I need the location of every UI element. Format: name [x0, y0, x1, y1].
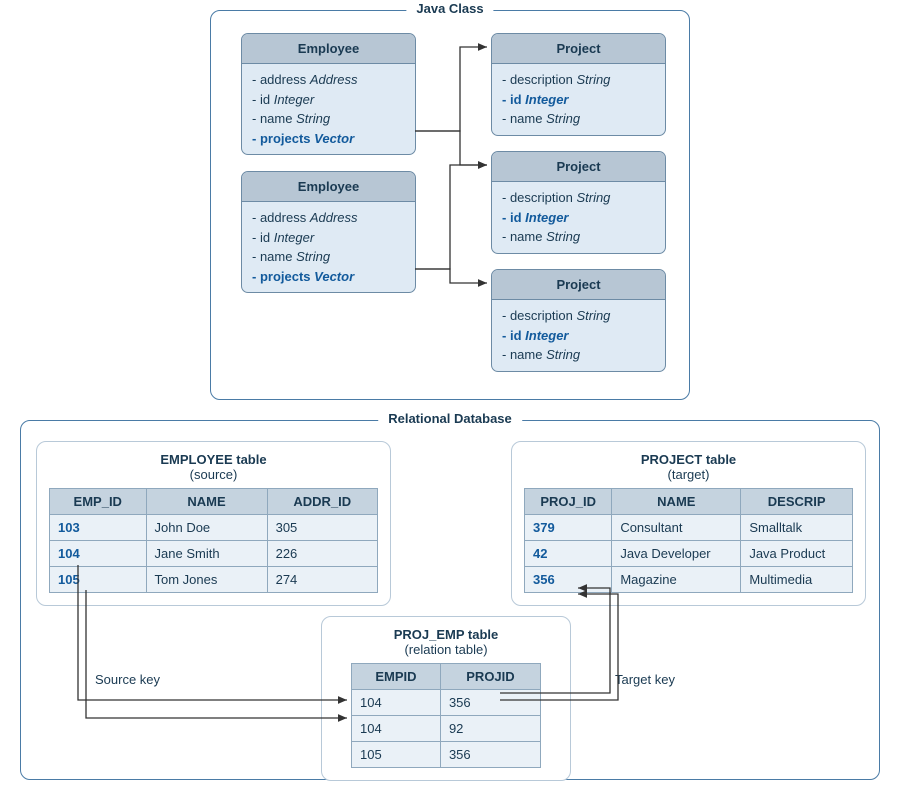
table-row: 103 John Doe 305 [50, 515, 378, 541]
projemp-table-panel: PROJ_EMP table (relation table) EMPID PR… [321, 616, 571, 781]
class-body: - description String - id Integer - name… [492, 182, 665, 253]
col-header: EMP_ID [50, 489, 147, 515]
class-field: - id Integer [252, 90, 405, 110]
class-field-highlight: - id Integer [502, 208, 655, 228]
class-field: - name String [502, 345, 655, 365]
project-table: PROJ_ID NAME DESCRIP 379 Consultant Smal… [524, 488, 853, 593]
class-body: - address Address - id Integer - name St… [242, 64, 415, 154]
class-field: - description String [502, 306, 655, 326]
class-header: Employee [242, 172, 415, 202]
class-body: - address Address - id Integer - name St… [242, 202, 415, 292]
col-header: ADDR_ID [267, 489, 377, 515]
class-field: - address Address [252, 70, 405, 90]
class-field-highlight: - projects Vector [252, 129, 405, 149]
class-field: - name String [502, 227, 655, 247]
col-header: PROJ_ID [525, 489, 612, 515]
employee-class-1: Employee - address Address - id Integer … [241, 33, 416, 155]
class-field-highlight: - projects Vector [252, 267, 405, 287]
col-header: NAME [146, 489, 267, 515]
class-header: Project [492, 152, 665, 182]
class-header: Project [492, 34, 665, 64]
table-sub: (target) [524, 467, 853, 482]
project-table-panel: PROJECT table (target) PROJ_ID NAME DESC… [511, 441, 866, 606]
class-field: - name String [502, 109, 655, 129]
project-class-2: Project - description String - id Intege… [491, 151, 666, 254]
relational-db-title: Relational Database [378, 411, 522, 426]
table-row: 379 Consultant Smalltalk [525, 515, 853, 541]
table-sub: (relation table) [334, 642, 558, 657]
class-field: - description String [502, 188, 655, 208]
table-name: EMPLOYEE table [49, 452, 378, 467]
java-class-panel: Java Class Employee - address Address - … [210, 10, 690, 400]
employee-table: EMP_ID NAME ADDR_ID 103 John Doe 305 104… [49, 488, 378, 593]
table-name: PROJECT table [524, 452, 853, 467]
relational-db-panel: Relational Database EMPLOYEE table (sour… [20, 420, 880, 780]
col-header: EMPID [352, 664, 441, 690]
class-field-highlight: - id Integer [502, 326, 655, 346]
project-class-3: Project - description String - id Intege… [491, 269, 666, 372]
class-field: - id Integer [252, 228, 405, 248]
table-row: 42 Java Developer Java Product [525, 541, 853, 567]
class-field: - address Address [252, 208, 405, 228]
table-row: 105 356 [352, 742, 541, 768]
table-name: PROJ_EMP table [334, 627, 558, 642]
project-class-1: Project - description String - id Intege… [491, 33, 666, 136]
table-row: 104 92 [352, 716, 541, 742]
table-row: 104 356 [352, 690, 541, 716]
class-field: - description String [502, 70, 655, 90]
java-class-title: Java Class [406, 1, 493, 16]
col-header: NAME [612, 489, 741, 515]
table-row: 356 Magazine Multimedia [525, 567, 853, 593]
class-field: - name String [252, 109, 405, 129]
employee-class-2: Employee - address Address - id Integer … [241, 171, 416, 293]
source-key-label: Source key [95, 672, 160, 687]
class-header: Employee [242, 34, 415, 64]
employee-table-panel: EMPLOYEE table (source) EMP_ID NAME ADDR… [36, 441, 391, 606]
class-header: Project [492, 270, 665, 300]
projemp-table: EMPID PROJID 104 356 104 92 105 356 [351, 663, 541, 768]
class-field-highlight: - id Integer [502, 90, 655, 110]
class-field: - name String [252, 247, 405, 267]
class-body: - description String - id Integer - name… [492, 300, 665, 371]
target-key-label: Target key [615, 672, 675, 687]
col-header: DESCRIP [741, 489, 853, 515]
table-sub: (source) [49, 467, 378, 482]
table-row: 105 Tom Jones 274 [50, 567, 378, 593]
col-header: PROJID [440, 664, 540, 690]
table-row: 104 Jane Smith 226 [50, 541, 378, 567]
class-body: - description String - id Integer - name… [492, 64, 665, 135]
